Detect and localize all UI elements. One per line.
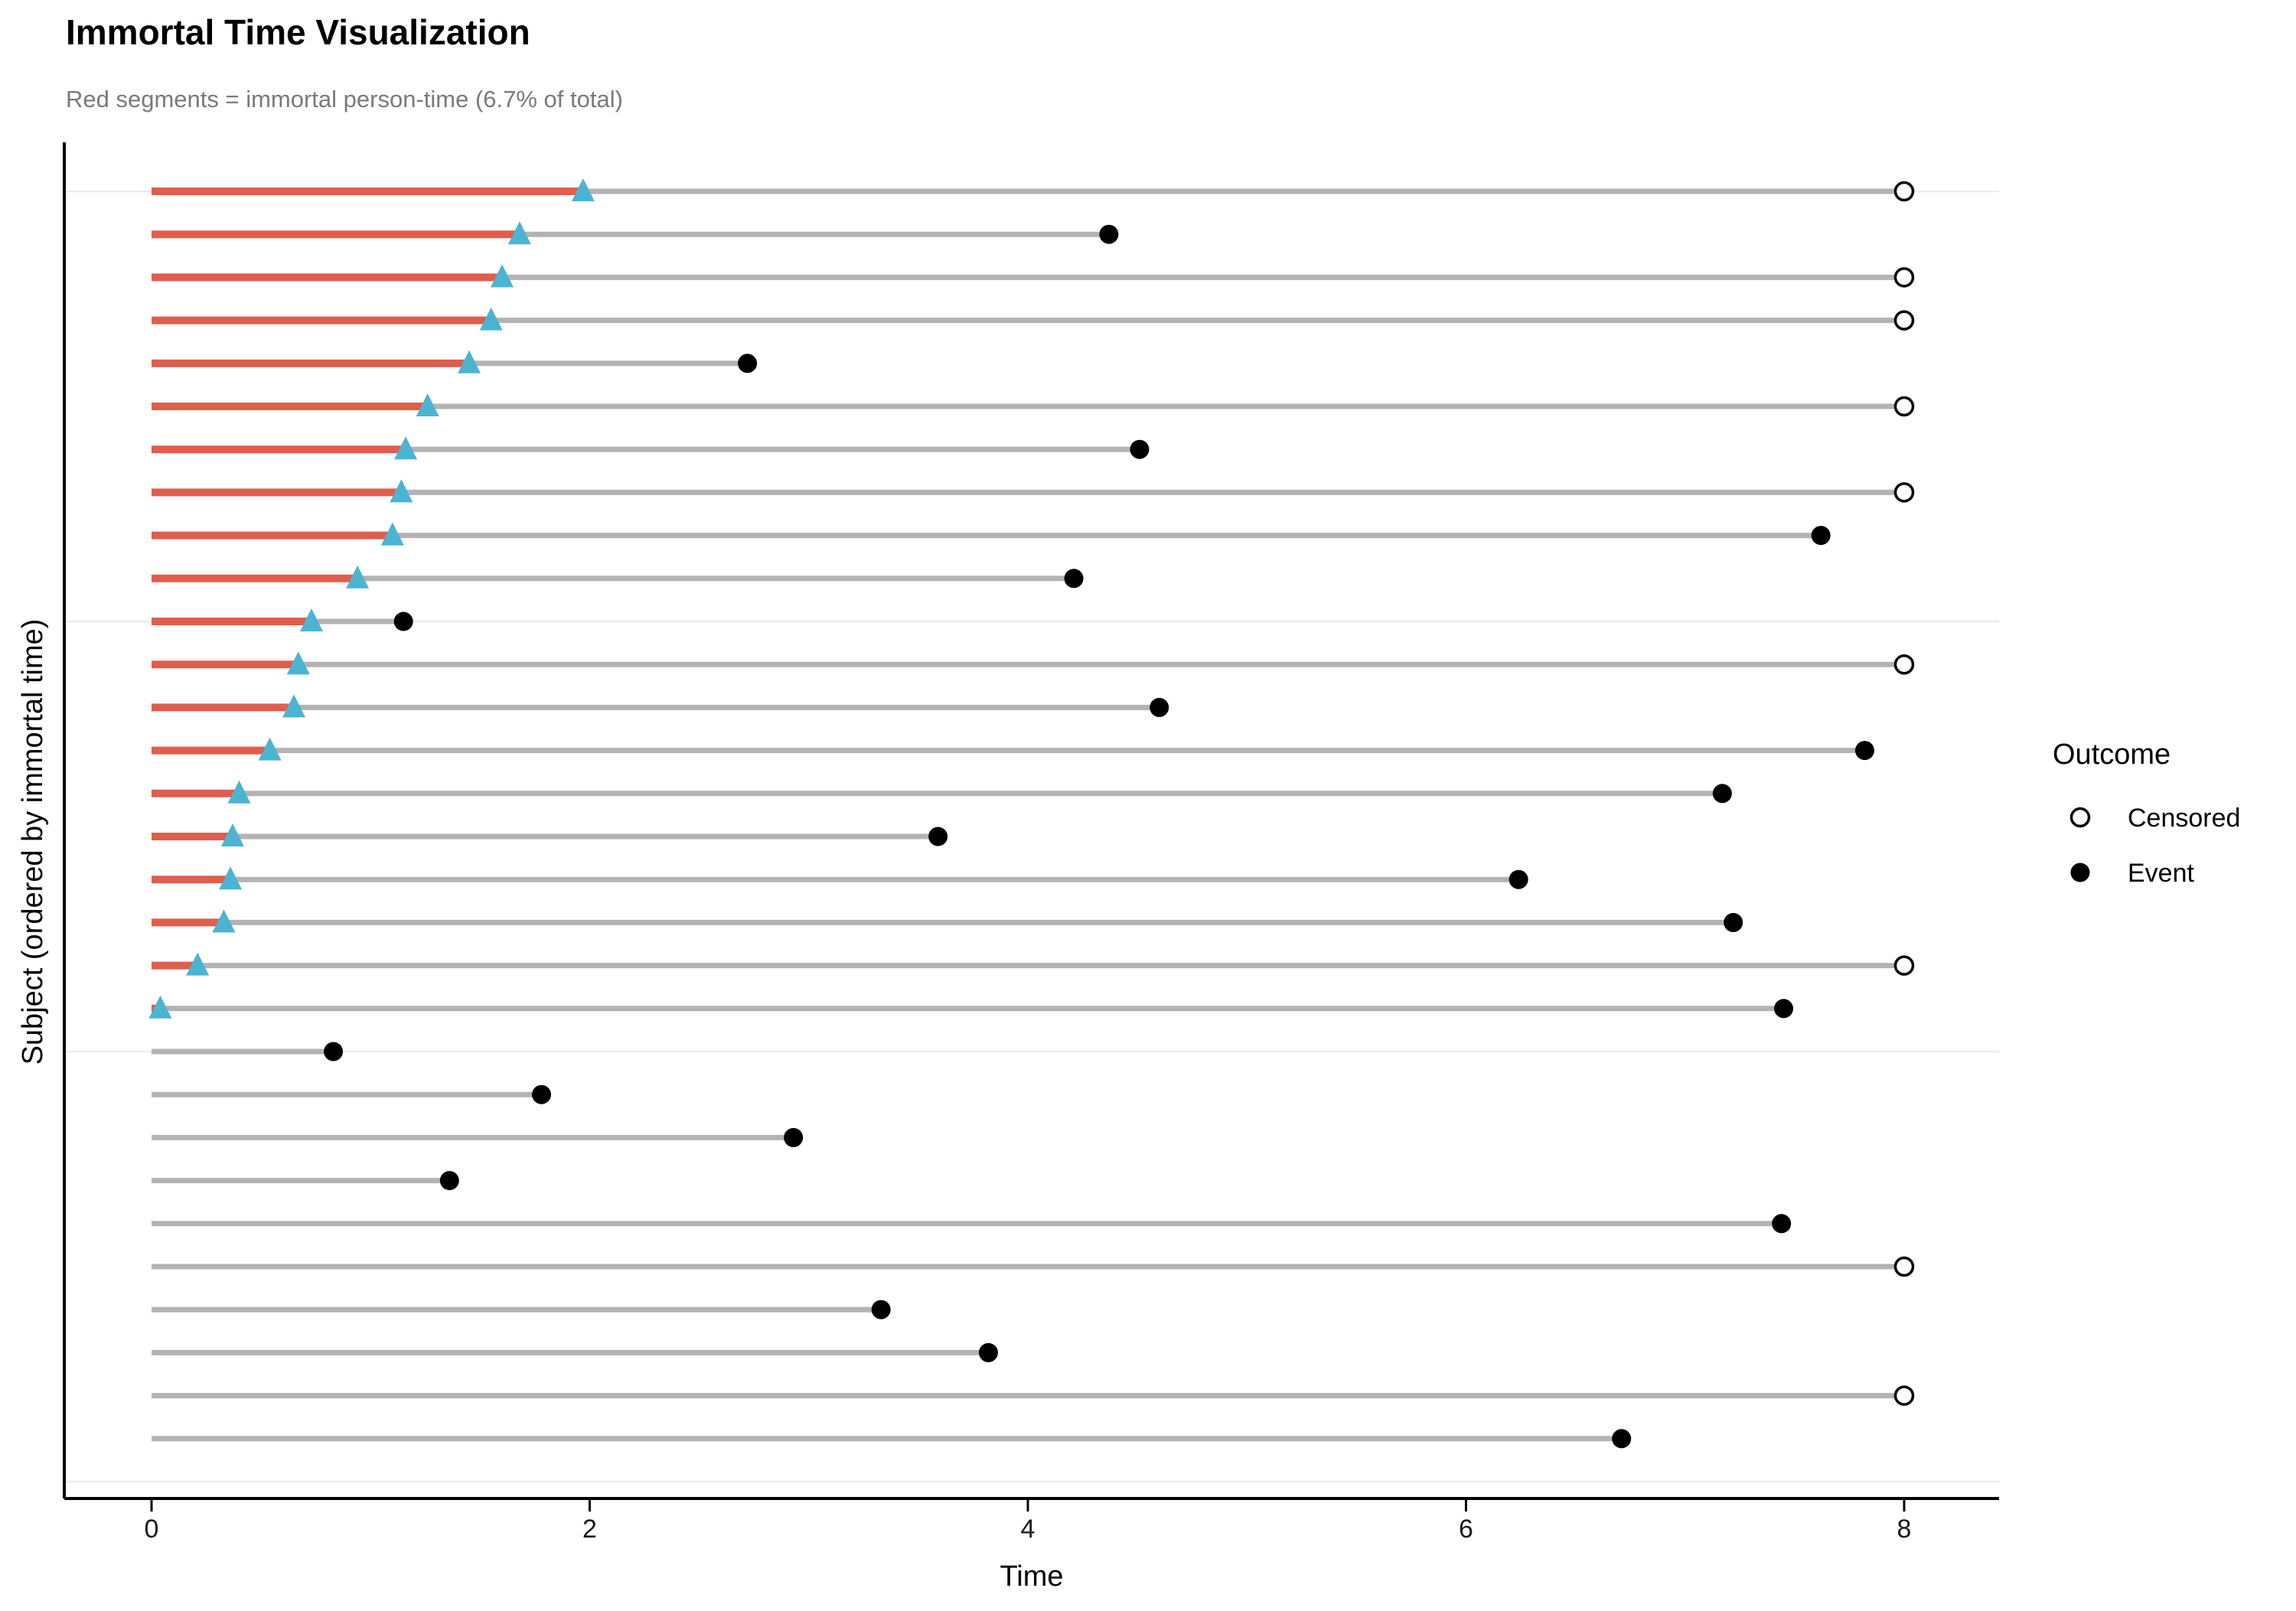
x-axis-ticks: 0 2 4 6 8 [145, 1498, 1912, 1544]
legend-title: Outcome [2053, 739, 2170, 771]
subject-row [152, 1042, 344, 1061]
subject-row [152, 651, 1915, 675]
event-marker [871, 1300, 891, 1319]
event-marker [1854, 741, 1874, 761]
subject-row [152, 307, 1915, 331]
legend-event-label: Event [2128, 859, 2194, 888]
subject-row [152, 1127, 804, 1147]
event-marker [393, 611, 413, 631]
subject-row [152, 1171, 459, 1191]
treatment-start-icon [148, 995, 172, 1019]
subject-row [152, 780, 1732, 804]
censor-marker [1893, 267, 1915, 288]
treatment-start-icon [491, 264, 514, 288]
treatment-start-icon [380, 522, 404, 546]
subject-row [152, 1300, 891, 1319]
censor-marker [1893, 310, 1915, 331]
subject-row [152, 221, 1119, 245]
subject-row [152, 1342, 998, 1362]
treatment-start-icon [571, 178, 595, 201]
censor-marker [1893, 181, 1915, 202]
event-marker [1150, 697, 1169, 717]
subject-row [148, 995, 1794, 1019]
treatment-start-icon [416, 393, 439, 416]
subject-row [152, 737, 1874, 761]
treatment-start-icon [282, 694, 306, 718]
event-legend-icon [2070, 863, 2090, 882]
event-marker [1130, 439, 1150, 459]
event-marker [1508, 869, 1528, 889]
subject-row [152, 264, 1915, 288]
treatment-start-icon [286, 651, 310, 675]
subject-row [152, 1214, 1792, 1234]
event-marker [1724, 912, 1743, 932]
event-marker [978, 1342, 998, 1362]
subject-row [152, 178, 1915, 202]
subject-row [152, 522, 1831, 546]
legend-censored-label: Censored [2128, 804, 2240, 833]
event-marker [532, 1084, 552, 1104]
event-marker [439, 1171, 459, 1191]
event-marker [928, 827, 948, 846]
treatment-start-icon [346, 565, 370, 589]
event-marker [1099, 224, 1119, 244]
subject-row [152, 694, 1169, 718]
subject-row [152, 952, 1915, 976]
event-marker [1712, 784, 1732, 804]
subject-row [152, 823, 948, 846]
treatment-start-icon [227, 780, 251, 804]
event-marker [1772, 1214, 1792, 1234]
treatment-start-icon [212, 909, 236, 933]
subject-row [152, 479, 1915, 503]
treatment-start-icon [299, 608, 323, 631]
event-marker [1612, 1429, 1632, 1449]
treatment-start-icon [258, 737, 282, 761]
treatment-start-icon [220, 823, 244, 846]
event-marker [738, 354, 758, 373]
x-tick-label: 6 [1459, 1515, 1473, 1544]
subject-row [152, 608, 413, 631]
censor-marker [1893, 482, 1915, 503]
subject-row [152, 1256, 1915, 1277]
y-axis-title: Subject (ordered by immortal time) [17, 619, 49, 1065]
treatment-start-icon [390, 479, 413, 503]
x-axis-title: Time [1000, 1560, 1063, 1593]
subject-row [152, 1385, 1915, 1406]
x-tick-label: 0 [145, 1515, 159, 1544]
event-marker [1064, 569, 1084, 589]
subject-row [152, 866, 1528, 890]
treatment-start-icon [507, 221, 531, 245]
subject-row [152, 350, 758, 373]
censored-legend-icon [2069, 807, 2091, 828]
subject-row [152, 436, 1150, 460]
event-marker [1774, 999, 1794, 1019]
event-marker [784, 1127, 804, 1147]
treatment-start-icon [458, 350, 481, 373]
page-title: Immortal Time Visualization [66, 12, 530, 52]
censor-marker [1893, 396, 1915, 417]
treatment-start-icon [219, 866, 243, 890]
subject-row [152, 565, 1084, 589]
censor-marker [1893, 1256, 1915, 1277]
treatment-start-icon [186, 952, 210, 976]
subject-row [152, 1084, 552, 1104]
subject-row [152, 393, 1915, 417]
subject-row [152, 909, 1743, 933]
x-tick-label: 8 [1897, 1515, 1912, 1544]
x-tick-label: 2 [582, 1515, 597, 1544]
event-marker [324, 1042, 344, 1061]
x-tick-label: 4 [1021, 1515, 1035, 1544]
treatment-start-icon [479, 307, 503, 331]
censor-marker [1893, 654, 1915, 675]
page-subtitle: Red segments = immortal person-time (6.7… [66, 86, 623, 113]
censor-marker [1893, 1385, 1915, 1406]
subject-row [152, 1429, 1632, 1449]
event-marker [1811, 526, 1831, 546]
censor-marker [1893, 955, 1915, 976]
treatment-start-icon [394, 436, 418, 460]
subject-rows [148, 178, 1915, 1449]
legend: Outcome Censored Event [2053, 739, 2240, 888]
